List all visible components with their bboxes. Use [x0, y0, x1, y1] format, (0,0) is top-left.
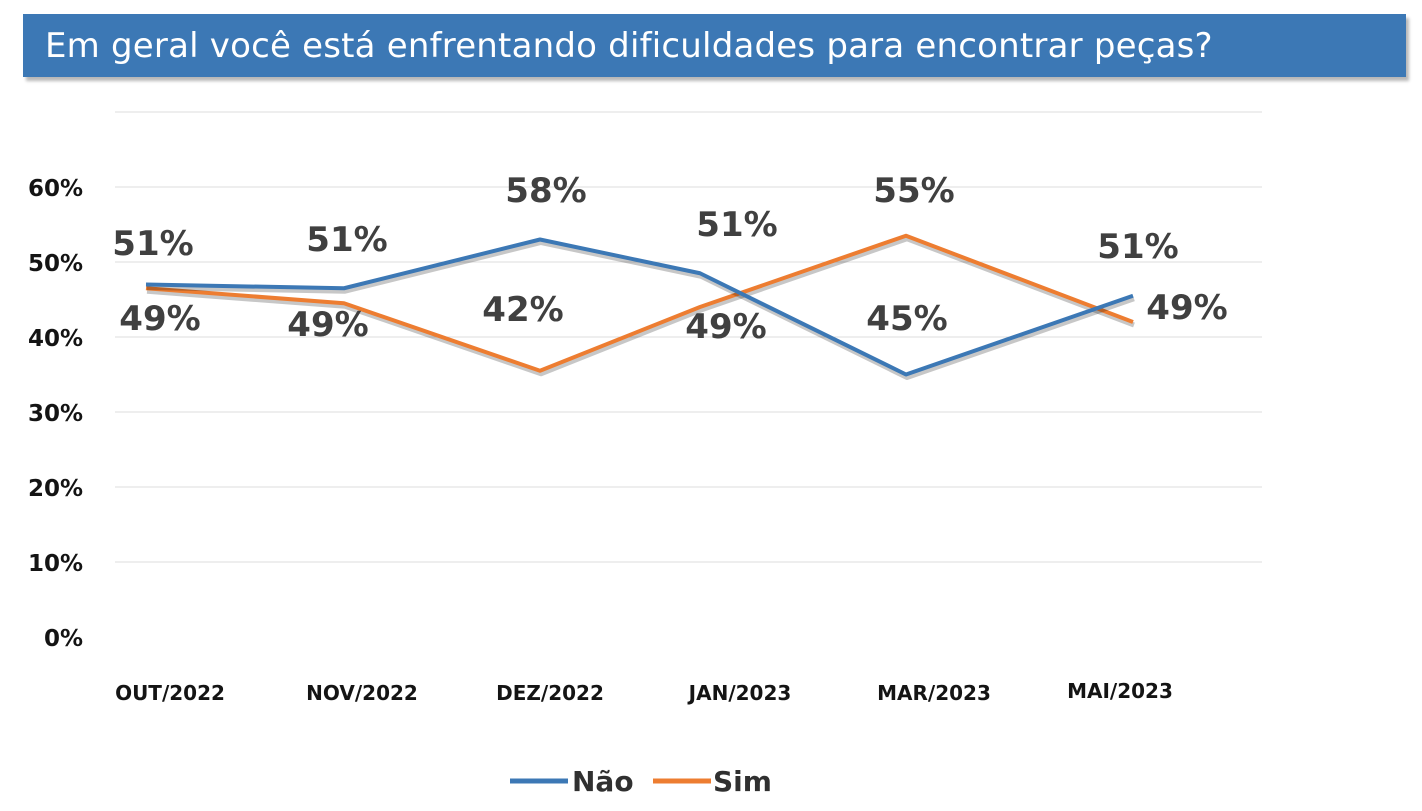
data-label-nao: 51% [1097, 227, 1178, 267]
x-tick-label: OUT/2022 [115, 681, 225, 705]
chart-title: Em geral você está enfrentando dificulda… [45, 25, 1213, 66]
legend: Não Sim [510, 765, 772, 798]
legend-label-nao: Não [572, 765, 634, 798]
series-lines [145, 233, 1135, 380]
legend-label-sim: Sim [713, 765, 772, 798]
y-axis-ticks: 0% 10% 20% 30% 40% 50% 60% [28, 176, 83, 652]
series-line-shadow [146, 236, 1135, 377]
data-label-nao: 51% [306, 220, 387, 260]
series-line-sim [145, 233, 1134, 373]
series-line-nao [145, 237, 1134, 377]
data-label-sim: 49% [1146, 288, 1227, 328]
x-tick-label: JAN/2023 [687, 681, 792, 705]
y-tick-label: 40% [28, 326, 83, 352]
data-label-nao: 51% [696, 205, 777, 245]
data-label-nao: 45% [866, 299, 947, 339]
y-tick-label: 10% [28, 551, 83, 577]
chart-title-banner: Em geral você está enfrentando dificulda… [23, 14, 1406, 77]
data-label-sim: 49% [287, 305, 368, 345]
data-labels: 51% 51% 58% 51% 45% 51% 49% 49% 42% 49% 55% 49% [112, 171, 1227, 347]
y-tick-label: 60% [28, 176, 83, 202]
x-tick-label: MAI/2023 [1067, 679, 1173, 703]
x-tick-label: MAR/2023 [877, 681, 991, 705]
data-label-nao: 58% [505, 171, 586, 211]
x-tick-label: NOV/2022 [306, 681, 418, 705]
y-tick-label: 0% [44, 626, 83, 652]
data-label-sim: 42% [482, 290, 563, 330]
y-tick-label: 50% [28, 251, 83, 277]
data-label-sim: 49% [119, 299, 200, 339]
data-label-sim: 49% [685, 307, 766, 347]
y-tick-label: 20% [28, 476, 83, 502]
y-tick-label: 30% [28, 401, 83, 427]
x-tick-label: DEZ/2022 [496, 681, 604, 705]
series-line-shadow [146, 240, 1135, 380]
data-label-sim: 55% [873, 171, 954, 211]
data-label-nao: 51% [112, 224, 193, 264]
x-axis-ticks: OUT/2022 NOV/2022 DEZ/2022 JAN/2023 MAR/2023… [115, 679, 1173, 705]
gridlines [115, 111, 1262, 563]
